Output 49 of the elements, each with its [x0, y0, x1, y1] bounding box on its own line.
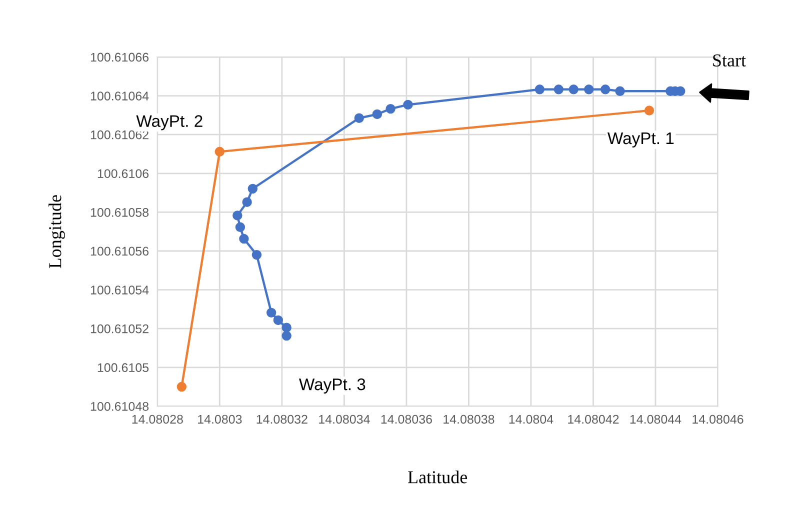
- point: [248, 184, 258, 194]
- point: [235, 222, 246, 232]
- y-tick-label: 100.61062: [90, 130, 148, 140]
- x-tick-label: 14.08034: [319, 414, 370, 424]
- point: [239, 234, 249, 244]
- y-axis-title: Longitude: [48, 195, 65, 268]
- point: [282, 330, 292, 341]
- point: [176, 382, 187, 392]
- y-tick-label: 100.61056: [90, 246, 149, 256]
- annotation: WayPt. 3: [299, 378, 366, 394]
- point: [584, 84, 594, 94]
- point: [386, 104, 396, 114]
- x-tick-label: 14.08028: [132, 414, 183, 424]
- point: [372, 109, 382, 120]
- annotation: Start: [713, 54, 746, 66]
- point: [403, 100, 413, 110]
- point: [354, 113, 364, 123]
- y-tick-label: 100.6106: [98, 169, 149, 178]
- x-tick-label: 14.0804: [509, 414, 554, 424]
- point: [282, 322, 292, 332]
- point: [600, 84, 610, 94]
- x-axis-title: Latitude: [408, 470, 468, 484]
- x-tick-label: 14.08046: [692, 414, 744, 424]
- annotation: WayPt. 1: [608, 132, 674, 148]
- point: [615, 86, 625, 96]
- x-tick-label: 14.0803: [198, 414, 242, 424]
- y-tick-label: 100.61058: [90, 208, 149, 217]
- x-tick-label: 14.08042: [568, 414, 619, 424]
- point: [644, 106, 654, 116]
- point: [266, 308, 276, 318]
- y-tick-label: 100.61064: [90, 92, 149, 100]
- point: [214, 146, 225, 157]
- x-tick-label: 14.08032: [256, 414, 308, 424]
- x-tick-label: 14.08044: [630, 414, 682, 424]
- x-tick-label: 14.08036: [381, 414, 432, 424]
- y-tick-label: 100.6105: [98, 363, 149, 372]
- point: [568, 84, 578, 94]
- y-tick-label: 100.61048: [90, 402, 149, 411]
- point: [273, 315, 284, 326]
- y-tick-label: 100.61052: [90, 324, 148, 334]
- y-tick-label: 100.61066: [90, 52, 149, 62]
- point: [252, 250, 262, 260]
- point: [242, 197, 252, 207]
- x-tick-label: 14.08038: [444, 414, 494, 424]
- y-tick-label: 100.61054: [90, 286, 149, 294]
- point: [534, 84, 545, 94]
- annotation: WayPt. 2: [136, 115, 202, 130]
- point: [232, 210, 242, 220]
- point: [554, 84, 564, 94]
